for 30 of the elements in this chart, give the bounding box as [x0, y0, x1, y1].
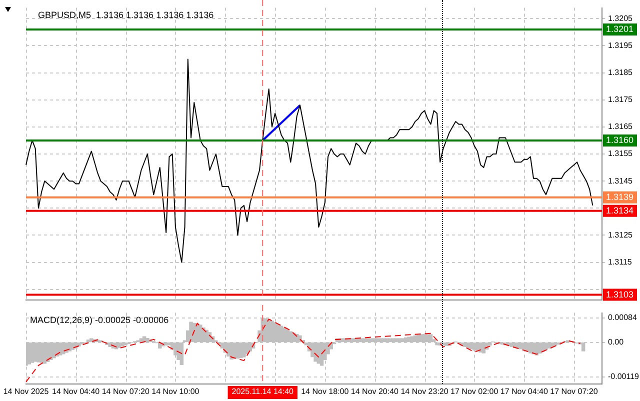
y-tick-label: 0.00084	[608, 313, 638, 322]
x-tick-label: 14 Nov 23:20	[400, 387, 449, 396]
ref-line-label: 1.3201	[606, 24, 634, 34]
ref-line-label: 1.3160	[606, 134, 634, 145]
x-tick-label: 17 Nov 07:20	[550, 387, 598, 396]
x-tick-label: 14 Nov 10:00	[152, 387, 200, 396]
ref-line-label: 1.3134	[606, 205, 634, 216]
y-tick-label: 0.00	[608, 338, 624, 347]
ref-line-label: 1.3103	[606, 289, 634, 300]
y-tick-label: 1.3185	[608, 68, 634, 77]
y-tick-label: -0.00119	[608, 372, 640, 381]
y-tick-label: 1.3175	[608, 95, 634, 104]
y-tick-label: 1.3145	[608, 176, 634, 186]
y-tick-label: 1.3115	[608, 258, 632, 266]
chart-title: GBPUSD,M5 1.3136 1.3136 1.3136 1.3136	[38, 10, 214, 20]
x-tick-label: 14 Nov 2025	[3, 387, 50, 396]
x-tick-label: 14 Nov 18:00	[301, 387, 350, 396]
x-tick-label: 14 Nov 07:20	[102, 387, 150, 396]
x-tick-label: 17 Nov 04:40	[500, 387, 549, 396]
x-tick-label: 14 Nov 20:40	[350, 387, 400, 396]
x-tick-label: 14 Nov 04:40	[52, 387, 100, 396]
y-tick-label: 1.3125	[608, 230, 634, 240]
x-tick-label: 2025.11.14 14:40	[232, 387, 294, 396]
y-tick-label: 1.3195	[608, 40, 634, 50]
y-tick-label: 1.3165	[608, 122, 634, 132]
y-tick-label: 1.3205	[608, 14, 634, 23]
ref-line-label: 1.3139	[606, 192, 634, 202]
y-tick-label: 1.3155	[608, 149, 634, 158]
x-tick-label: 17 Nov 02:00	[450, 387, 499, 396]
chart-title: MACD(12,26,9) -0.00025 -0.00006	[30, 314, 169, 325]
